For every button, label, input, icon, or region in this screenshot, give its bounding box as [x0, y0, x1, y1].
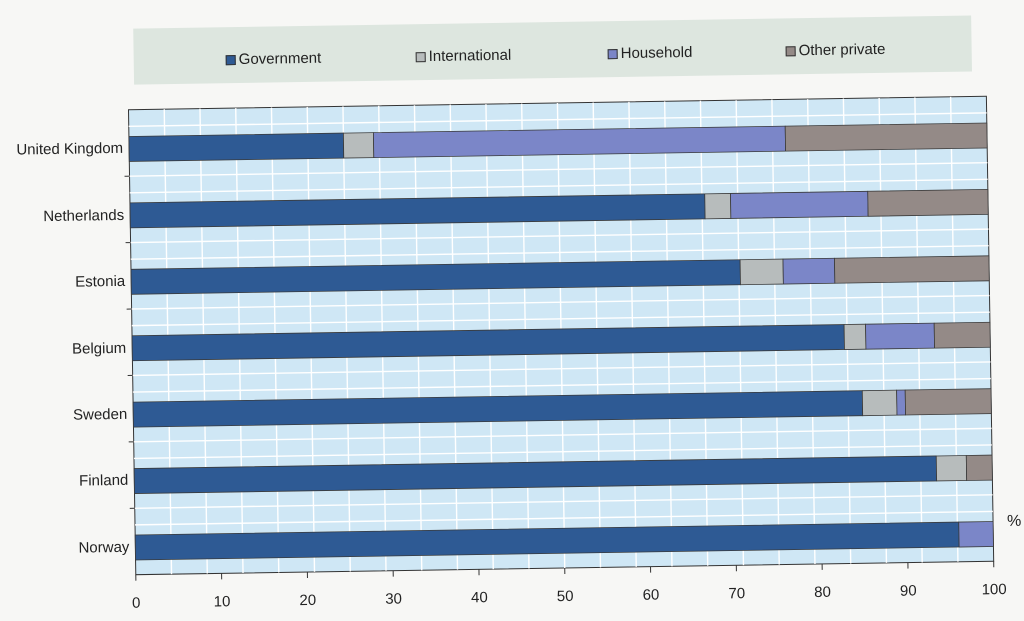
- bar-finland-other-private: [966, 455, 992, 480]
- bar-belgium-international: [844, 324, 866, 349]
- bar-estonia-other-private: [834, 256, 989, 283]
- bar-united-kingdom-government: [129, 133, 344, 161]
- x-tick-label-90: 90: [888, 582, 928, 600]
- bar-netherlands-household: [730, 191, 868, 218]
- bar-belgium-other-private: [934, 322, 990, 348]
- category-label-netherlands: Netherlands: [0, 206, 124, 225]
- bar-estonia-international: [740, 259, 783, 285]
- bar-netherlands-international: [705, 193, 731, 218]
- category-label-norway: Norway: [5, 539, 129, 558]
- bar-united-kingdom-other-private: [785, 123, 987, 151]
- x-tick-label-100: 100: [974, 581, 1014, 599]
- bar-sweden-other-private: [905, 389, 991, 415]
- bar-united-kingdom-international: [343, 133, 373, 158]
- category-label-united-kingdom: United Kingdom: [0, 140, 123, 159]
- x-tick-label-30: 30: [373, 590, 413, 608]
- x-tick-label-0: 0: [116, 594, 156, 612]
- x-tick-label-50: 50: [545, 588, 585, 606]
- bar-netherlands-other-private: [868, 189, 988, 216]
- x-tick-label-60: 60: [631, 586, 671, 604]
- bar-sweden-household: [897, 390, 906, 415]
- bar-estonia-household: [783, 258, 835, 284]
- category-label-belgium: Belgium: [2, 339, 126, 358]
- category-label-finland: Finland: [4, 472, 128, 491]
- bar-finland-international: [936, 455, 966, 480]
- x-tick-label-80: 80: [802, 584, 842, 602]
- bar-norway-household: [959, 522, 994, 548]
- bar-belgium-household: [866, 323, 935, 349]
- bar-sweden-international: [862, 390, 897, 416]
- x-tick-label-10: 10: [202, 593, 242, 611]
- x-tick-label-40: 40: [459, 589, 499, 607]
- x-tick-label-20: 20: [288, 592, 328, 610]
- category-label-sweden: Sweden: [3, 406, 127, 425]
- category-label-estonia: Estonia: [1, 273, 125, 292]
- x-tick-label-70: 70: [717, 585, 757, 603]
- unit-label: %: [1007, 513, 1022, 531]
